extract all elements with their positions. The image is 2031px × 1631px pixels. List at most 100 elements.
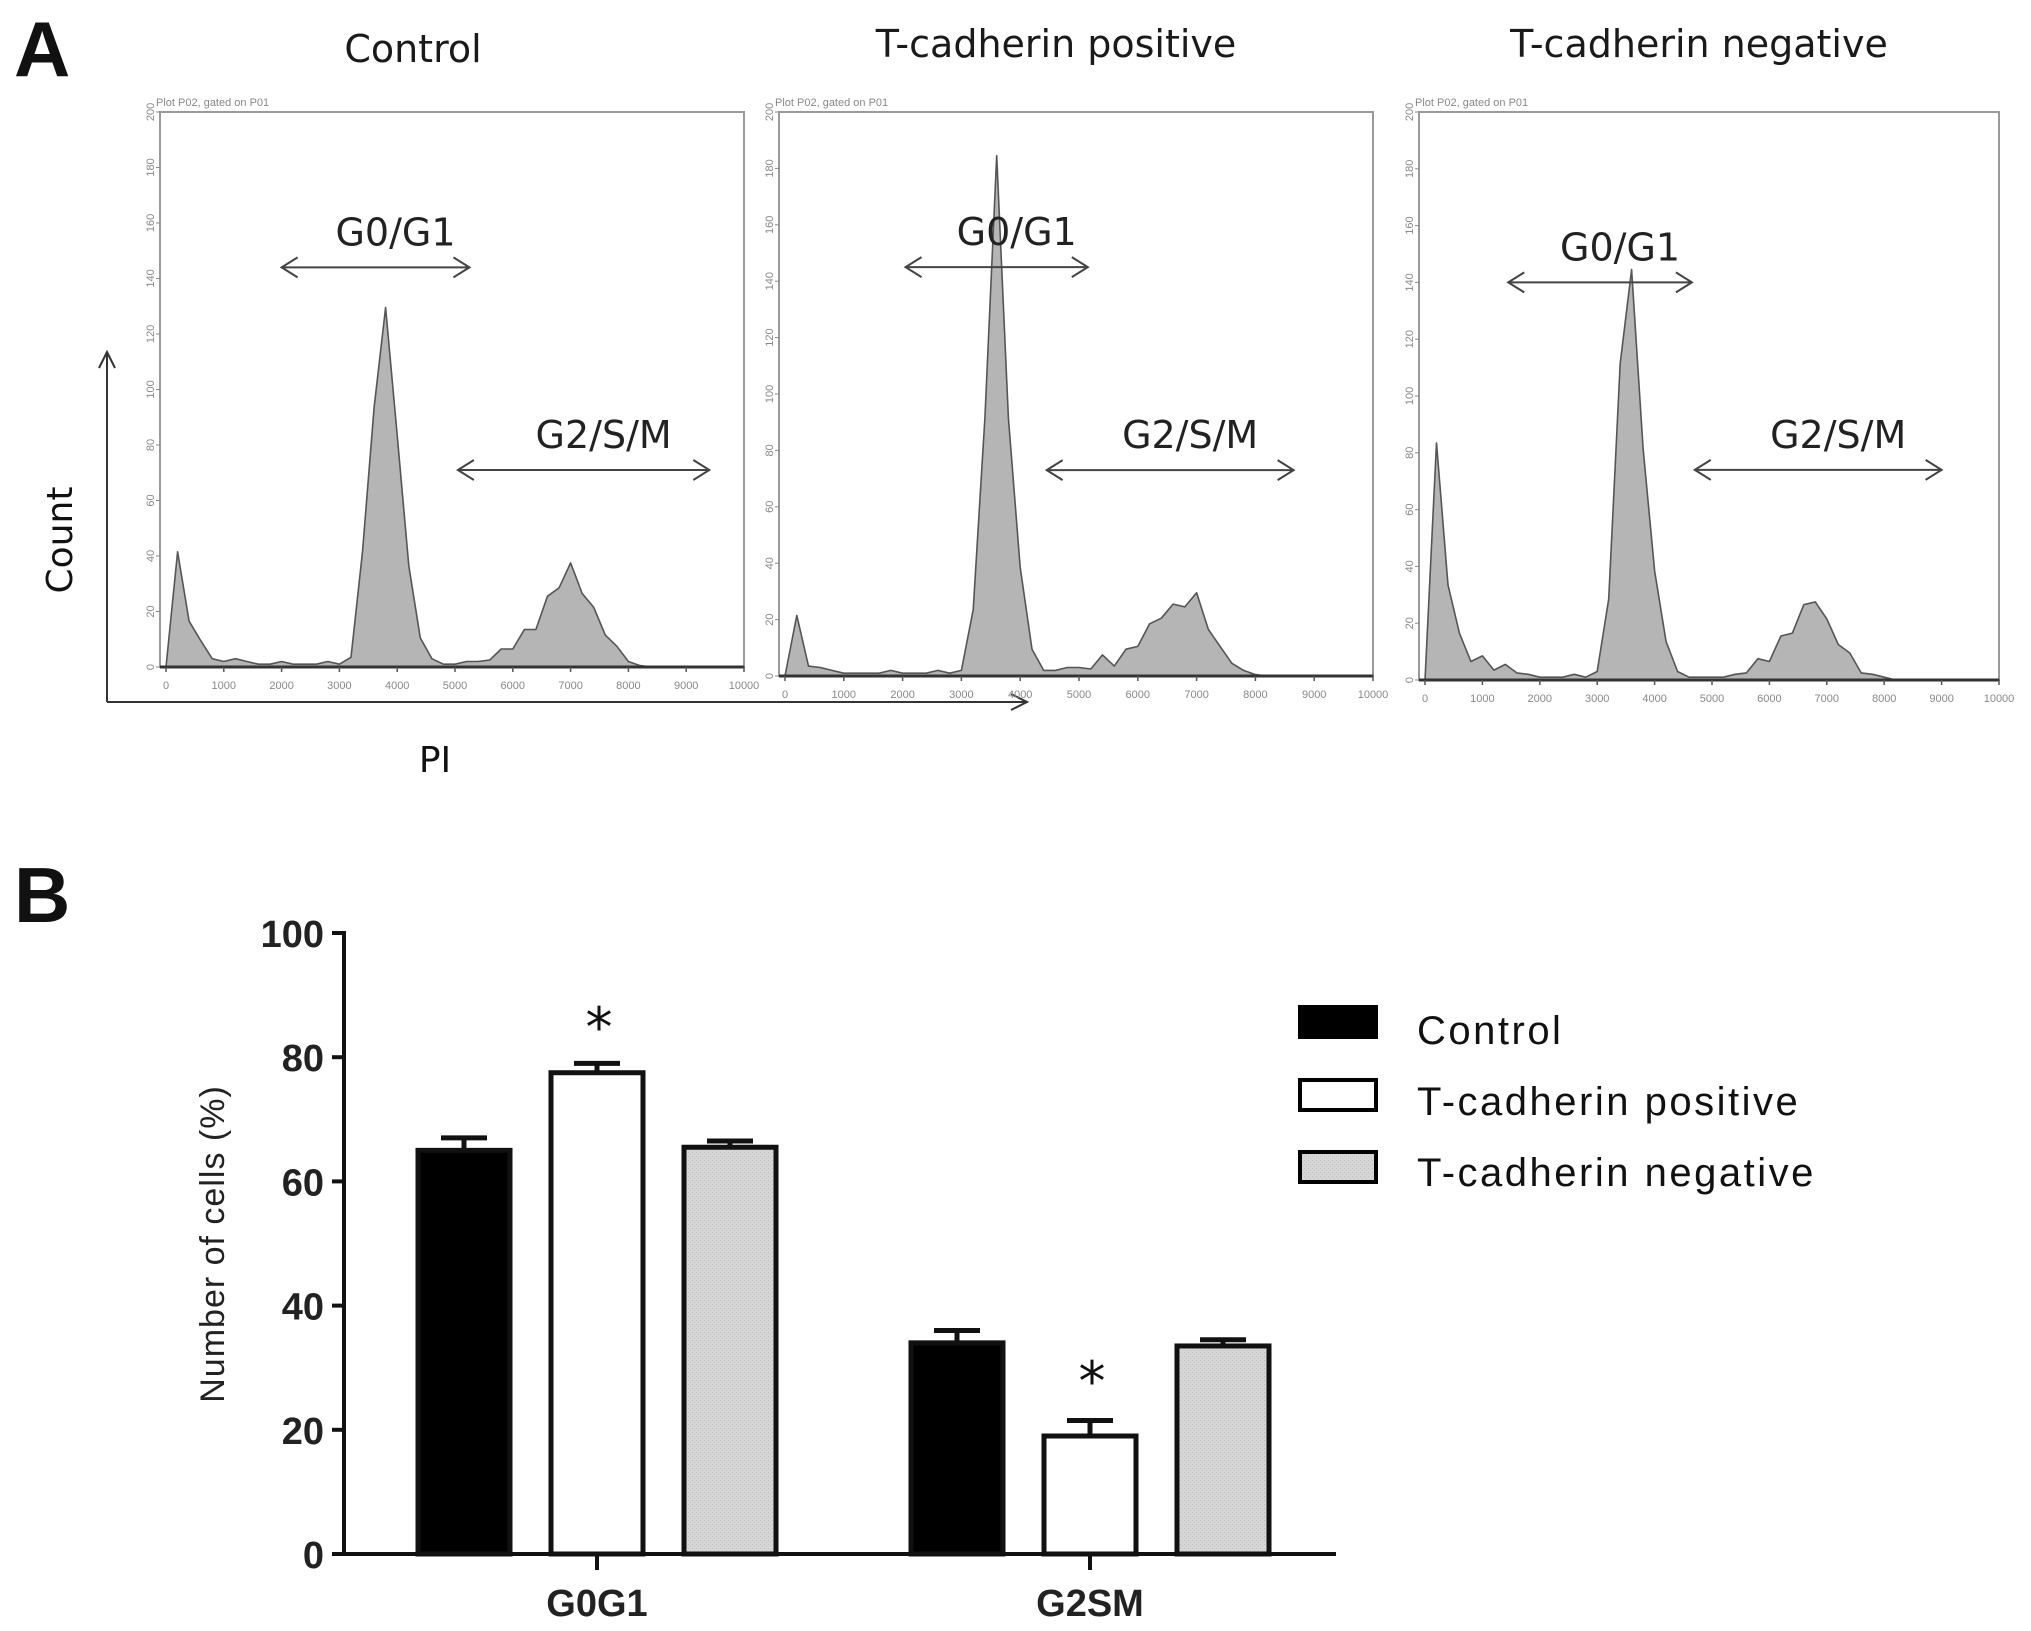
arrow-head-right xyxy=(1925,458,1944,481)
plot-gate-label: Plot P02, gated on P01 xyxy=(1415,97,1528,109)
y-tick-label: 60 xyxy=(145,494,157,506)
bar-control-g2sm xyxy=(908,1340,1006,1557)
arrow-head-left xyxy=(903,256,923,278)
y-tick-label: 20 xyxy=(1404,617,1416,629)
legend-swatch-positive xyxy=(1298,1078,1378,1112)
x-tick-label: 7000 xyxy=(1184,689,1208,701)
legend: Control T-cadherin positive T-cadherin n… xyxy=(1298,1005,1816,1195)
bar-y-axis-label: Number of cells (%) xyxy=(194,1085,232,1403)
phase-label: G2/S/M xyxy=(1122,413,1258,457)
y-tick-label: 120 xyxy=(1404,330,1416,348)
arrow-head-left xyxy=(1044,459,1064,481)
phase-range-arrow: G2/S/M xyxy=(1692,413,1944,481)
x-tick-label: 6000 xyxy=(1757,693,1781,705)
pi-axis-label: PI xyxy=(419,740,451,781)
bar-chart: 0 20 40 60 80 100 xyxy=(261,914,1336,1577)
y-tick-label: 180 xyxy=(764,159,776,177)
bar-y-tick-label: 100 xyxy=(261,914,324,956)
x-tick-label: 9000 xyxy=(674,680,698,692)
x-tick-label: 2000 xyxy=(269,680,293,692)
arrow-head-left xyxy=(1692,458,1712,481)
plot-gate-label: Plot P02, gated on P01 xyxy=(156,97,269,109)
x-tick-label: 3000 xyxy=(949,689,973,701)
bar-y-tick-label: 80 xyxy=(282,1038,324,1080)
x-tick-label: 3000 xyxy=(1585,693,1609,705)
x-tick-label: 6000 xyxy=(1126,689,1150,701)
x-tick-label: 10000 xyxy=(1984,693,2015,705)
count-axis-arrow xyxy=(98,349,116,702)
y-tick-label: 140 xyxy=(764,272,776,290)
significance-mark-g2sm: * xyxy=(1079,1350,1106,1413)
x-tick-label: 8000 xyxy=(1872,693,1896,705)
phase-label: G0/G1 xyxy=(957,210,1077,254)
bar-t-cadherin-positive-g2sm xyxy=(1041,1433,1139,1557)
y-tick-label: 200 xyxy=(764,103,776,121)
x-tick-label: 10000 xyxy=(729,680,760,692)
panel-b-label: B xyxy=(14,851,70,939)
category-label-g2sm: G2SM xyxy=(1036,1583,1144,1625)
y-tick-label: 20 xyxy=(764,613,776,625)
y-tick-label: 120 xyxy=(764,328,776,346)
bar-y-tick-label: 60 xyxy=(282,1162,324,1204)
count-axis-label: Count xyxy=(40,487,81,594)
y-tick-label: 160 xyxy=(145,214,157,232)
histogram-title-negative: T-cadherin negative xyxy=(1509,22,1888,66)
y-tick-label: 60 xyxy=(764,501,776,513)
x-tick-label: 0 xyxy=(782,689,788,701)
x-tick-label: 1000 xyxy=(212,680,236,692)
arrow-head-left xyxy=(279,256,299,279)
x-tick-label: 1000 xyxy=(832,689,856,701)
x-tick-label: 0 xyxy=(163,680,169,692)
arrow-head-right xyxy=(692,459,712,481)
x-tick-label: 4000 xyxy=(1642,693,1666,705)
panel-a-label: A xyxy=(14,5,70,93)
x-tick-label: 4000 xyxy=(385,680,409,692)
plot-frame xyxy=(1418,111,2000,681)
x-tick-label: 8000 xyxy=(616,680,640,692)
x-tick-label: 9000 xyxy=(1929,693,1953,705)
y-tick-label: 100 xyxy=(764,385,776,403)
arrow-head-right xyxy=(452,256,472,279)
bar-t-cadherin-positive-g0g1 xyxy=(548,1070,646,1557)
x-tick-label: 4000 xyxy=(1008,689,1032,701)
phase-range-arrow: G0/G1 xyxy=(1506,225,1694,294)
x-tick-label: 10000 xyxy=(1358,689,1389,701)
x-tick-label: 6000 xyxy=(501,680,525,692)
legend-label-positive: T-cadherin positive xyxy=(1417,1080,1800,1124)
legend-label-control: Control xyxy=(1417,1009,1563,1053)
y-tick-label: 100 xyxy=(145,380,157,398)
y-tick-label: 80 xyxy=(1404,447,1416,459)
bar-control-g0g1 xyxy=(415,1147,513,1557)
y-tick-label: 0 xyxy=(145,664,157,670)
bar-y-tick-label: 0 xyxy=(303,1535,324,1577)
y-tick-label: 200 xyxy=(1404,103,1416,121)
x-tick-label: 5000 xyxy=(1700,693,1724,705)
y-tick-label: 0 xyxy=(764,673,776,679)
y-tick-label: 80 xyxy=(764,444,776,456)
y-tick-label: 180 xyxy=(145,158,157,176)
bar-y-tick-label: 40 xyxy=(282,1287,324,1329)
arrow-head-left xyxy=(456,459,475,481)
plot-frame xyxy=(778,111,1374,677)
phase-range-arrow: G0/G1 xyxy=(279,210,472,279)
y-tick-label: 120 xyxy=(145,325,157,343)
significance-mark-g0g1: * xyxy=(586,996,613,1059)
y-tick-label: 160 xyxy=(1404,216,1416,234)
x-tick-label: 2000 xyxy=(890,689,914,701)
plot-gate-label: Plot P02, gated on P01 xyxy=(775,97,888,109)
x-tick-label: 3000 xyxy=(327,680,351,692)
bar-y-tick-label: 20 xyxy=(282,1411,324,1453)
x-tick-label: 5000 xyxy=(1067,689,1091,701)
x-tick-label: 7000 xyxy=(1815,693,1839,705)
legend-label-negative: T-cadherin negative xyxy=(1417,1151,1816,1195)
phase-label: G2/S/M xyxy=(536,413,672,457)
phase-range-arrow: G2/S/M xyxy=(1044,413,1296,481)
phase-label: G2/S/M xyxy=(1770,413,1906,457)
histogram-title-positive: T-cadherin positive xyxy=(875,22,1237,66)
plot-frame xyxy=(159,111,745,668)
legend-swatch-control xyxy=(1298,1005,1378,1039)
